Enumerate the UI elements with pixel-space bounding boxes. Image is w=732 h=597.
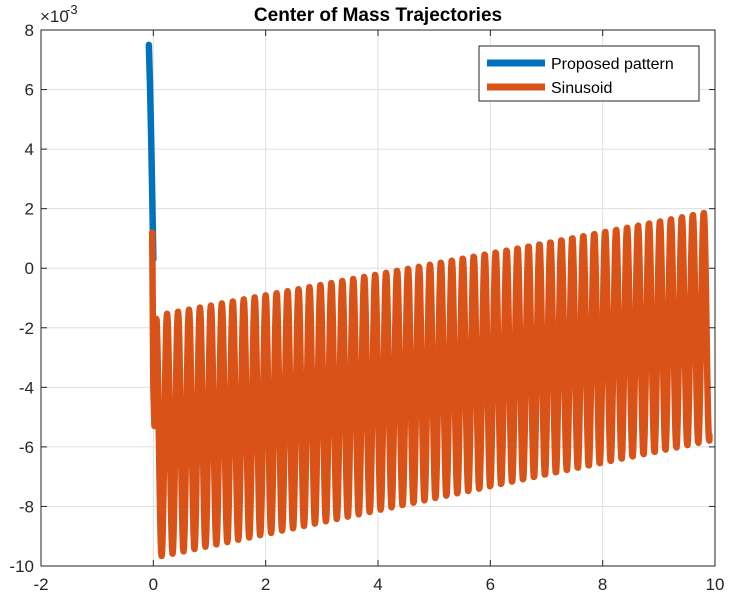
x-tick-label: 10 — [706, 575, 725, 594]
y-tick-label: 6 — [25, 81, 34, 100]
legend-label-sinusoid: Sinusoid — [551, 80, 612, 97]
y-tick-label: 4 — [25, 140, 34, 159]
series-line-sinusoid — [148, 209, 713, 560]
tick-labels: -2 0 2 4 6 8 10 -10 -8 -6 -4 -2 0 2 4 6 8 — [9, 21, 724, 594]
y-tick-label: -6 — [19, 438, 34, 457]
legend-label-proposed: Proposed pattern — [551, 56, 674, 73]
tick-marks — [40, 29, 716, 567]
y-tick-label: 8 — [25, 21, 34, 40]
x-tick-label: -2 — [33, 575, 48, 594]
series-lines — [145, 41, 713, 560]
y-tick-label: -4 — [19, 378, 34, 397]
y-tick-label: 2 — [25, 200, 34, 219]
y-tick-label: -8 — [19, 497, 34, 516]
x-tick-label: 6 — [486, 575, 495, 594]
y-tick-label: -2 — [19, 319, 34, 338]
chart-title: Center of Mass Trajectories — [254, 5, 502, 26]
y-tick-label: -10 — [9, 557, 34, 576]
y-exponent-power: -3 — [66, 2, 78, 17]
legend-box — [478, 45, 700, 102]
x-tick-label: 2 — [261, 575, 270, 594]
series-line-proposed-pattern — [145, 41, 157, 263]
x-tick-label: 4 — [373, 575, 382, 594]
x-tick-label: 0 — [149, 575, 158, 594]
y-exponent: ×10 -3 — [40, 2, 78, 26]
y-tick-label: 0 — [25, 259, 34, 278]
x-tick-label: 8 — [598, 575, 607, 594]
y-exponent-base: ×10 — [40, 7, 69, 26]
legend: Proposed pattern Sinusoid — [478, 45, 700, 102]
